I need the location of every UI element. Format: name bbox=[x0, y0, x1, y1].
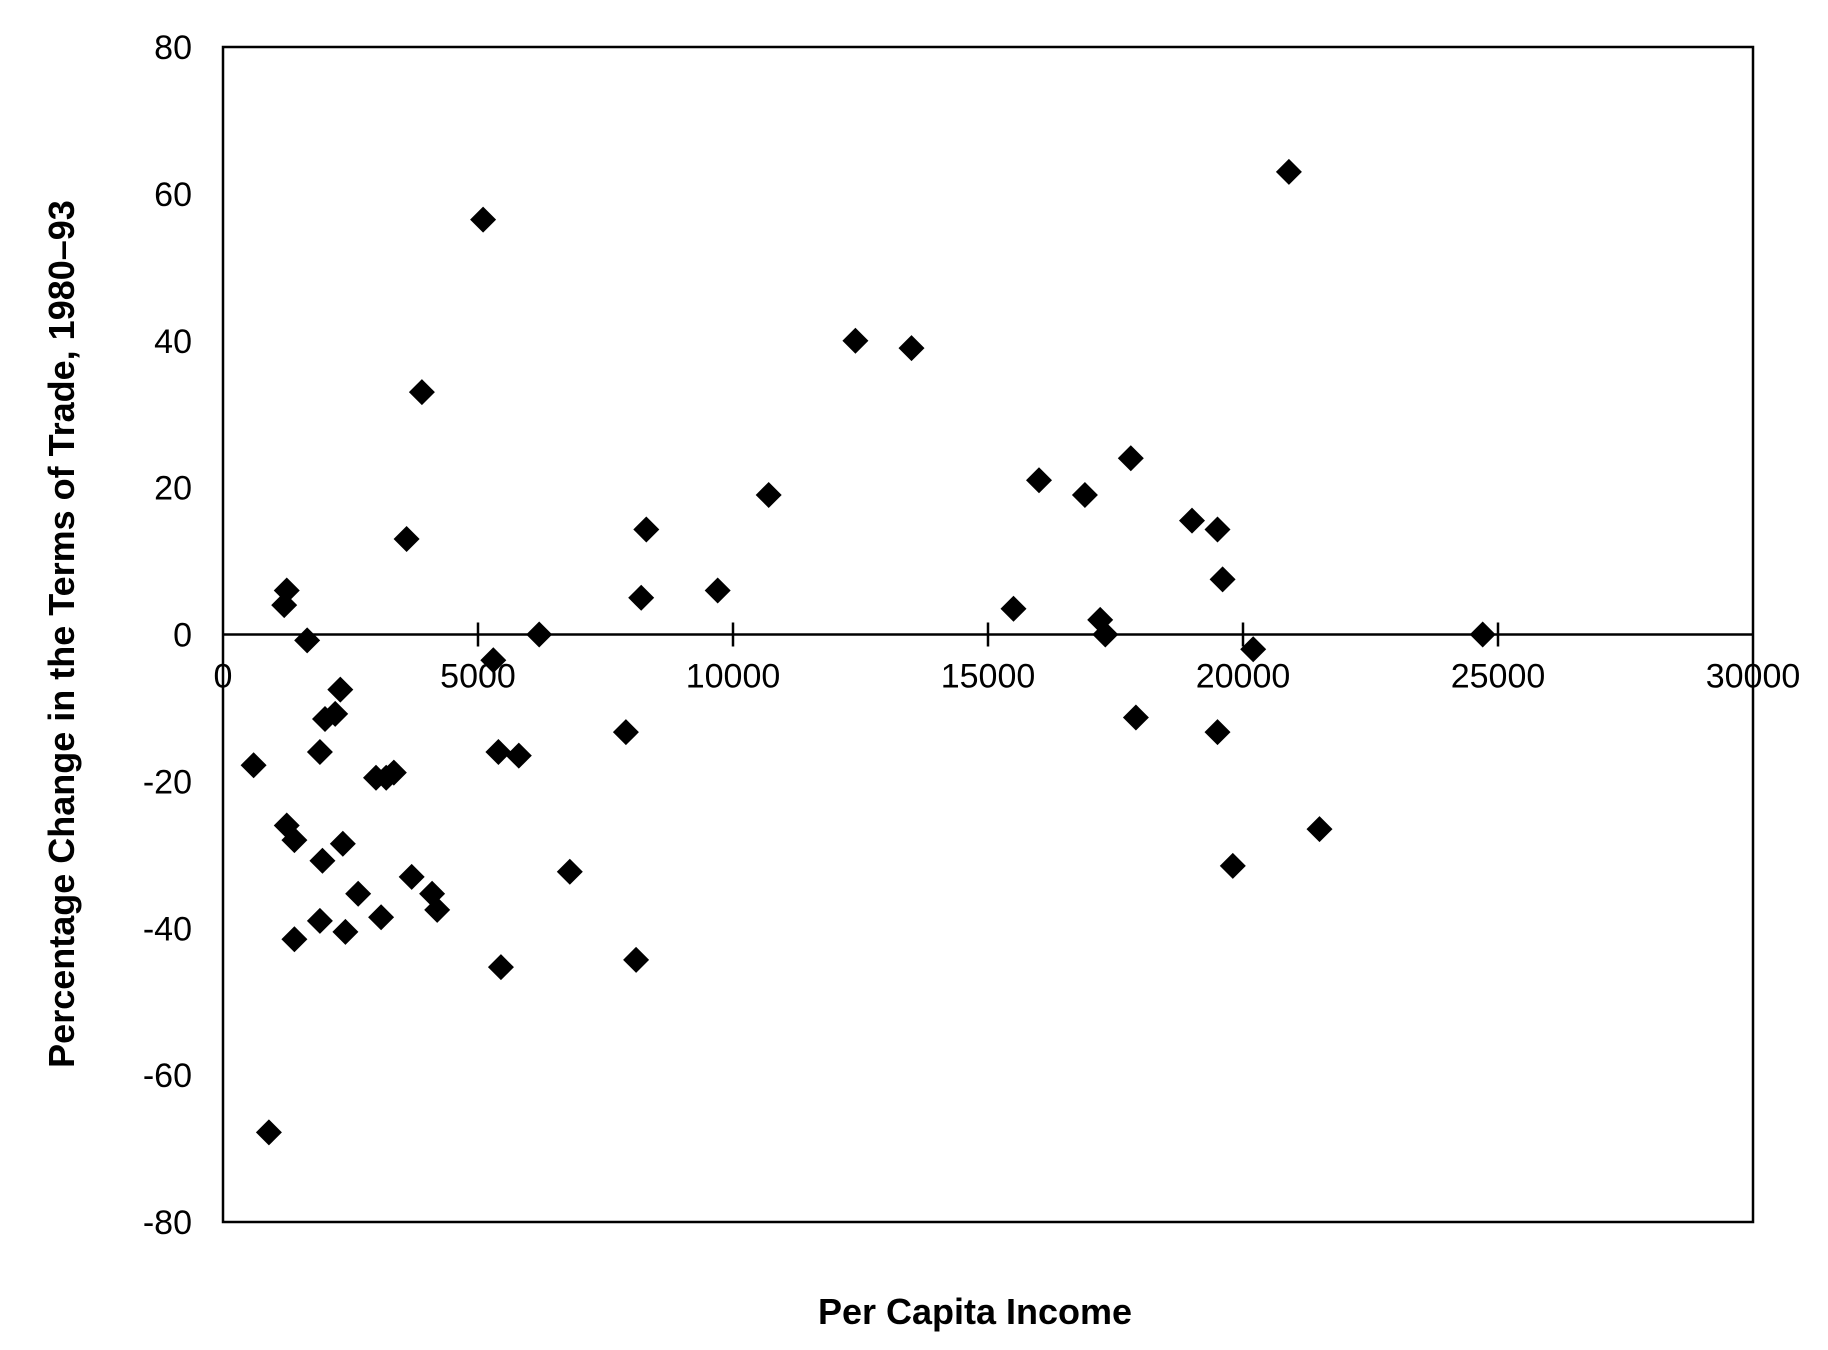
data-point bbox=[1469, 621, 1496, 648]
y-tick-label: -20 bbox=[143, 763, 192, 801]
y-tick-label: 80 bbox=[154, 29, 192, 67]
x-tick-label: 20000 bbox=[1196, 658, 1291, 696]
y-tick-label: 20 bbox=[154, 470, 192, 508]
y-tick-label: 40 bbox=[154, 323, 192, 361]
x-axis-title: Per Capita Income bbox=[818, 1291, 1132, 1332]
data-point bbox=[898, 335, 925, 362]
y-tick-label: -40 bbox=[143, 910, 192, 948]
data-point bbox=[306, 907, 333, 934]
data-point bbox=[487, 954, 514, 981]
data-point bbox=[294, 627, 321, 654]
x-axis-ticks: 0 5000 10000 15000 20000 25000 30000 bbox=[214, 622, 1801, 696]
data-point bbox=[470, 206, 497, 233]
data-point bbox=[623, 946, 650, 973]
data-point bbox=[329, 830, 356, 857]
data-point bbox=[380, 759, 407, 786]
data-point bbox=[368, 904, 395, 931]
data-point bbox=[1117, 445, 1144, 472]
data-point bbox=[1204, 719, 1231, 746]
data-point bbox=[1000, 595, 1027, 622]
data-point bbox=[612, 719, 639, 746]
data-point bbox=[322, 700, 349, 727]
data-points bbox=[240, 158, 1496, 1146]
data-point bbox=[704, 577, 731, 604]
data-point bbox=[1240, 636, 1267, 663]
data-point bbox=[1204, 516, 1231, 543]
data-point bbox=[1092, 621, 1119, 648]
data-point bbox=[485, 739, 512, 765]
data-point bbox=[1179, 507, 1205, 534]
data-point bbox=[332, 918, 359, 945]
data-point bbox=[526, 621, 553, 648]
y-tick-label: -60 bbox=[143, 1057, 192, 1095]
x-tick-label: 5000 bbox=[440, 658, 516, 696]
data-point bbox=[281, 827, 308, 854]
data-point bbox=[1219, 852, 1246, 879]
x-tick-label: 15000 bbox=[941, 658, 1036, 696]
data-point bbox=[281, 926, 308, 953]
data-point bbox=[306, 739, 333, 765]
x-tick-label: 0 bbox=[214, 658, 233, 696]
data-point bbox=[1306, 816, 1333, 843]
data-point bbox=[408, 379, 435, 406]
data-point bbox=[273, 577, 300, 604]
data-point bbox=[255, 1119, 282, 1146]
data-point bbox=[398, 863, 425, 890]
y-tick-label: -80 bbox=[143, 1204, 192, 1242]
data-point bbox=[240, 752, 267, 779]
data-point bbox=[1209, 566, 1236, 593]
y-axis-tick-labels: -80 -60 -40 -20 0 20 40 60 80 bbox=[143, 29, 192, 1242]
data-point bbox=[633, 516, 660, 543]
data-point bbox=[842, 327, 869, 354]
x-tick-label: 10000 bbox=[686, 658, 781, 696]
data-point bbox=[393, 526, 420, 553]
data-point bbox=[556, 858, 583, 885]
data-point bbox=[424, 896, 451, 923]
data-point bbox=[628, 584, 655, 611]
data-point bbox=[309, 847, 336, 874]
x-tick-label: 25000 bbox=[1451, 658, 1546, 696]
y-tick-label: 60 bbox=[154, 176, 192, 214]
data-point bbox=[327, 676, 354, 703]
data-point bbox=[480, 647, 507, 674]
y-tick-label: 0 bbox=[173, 617, 192, 655]
data-point bbox=[1026, 467, 1052, 494]
data-point bbox=[345, 880, 372, 907]
data-point bbox=[1122, 704, 1149, 731]
data-point bbox=[1071, 481, 1098, 508]
x-tick-label: 30000 bbox=[1706, 658, 1801, 696]
y-axis-title: Percentage Change in the Terms of Trade,… bbox=[41, 200, 82, 1068]
data-point bbox=[755, 481, 782, 508]
data-point bbox=[505, 742, 532, 769]
data-point bbox=[1275, 158, 1302, 185]
